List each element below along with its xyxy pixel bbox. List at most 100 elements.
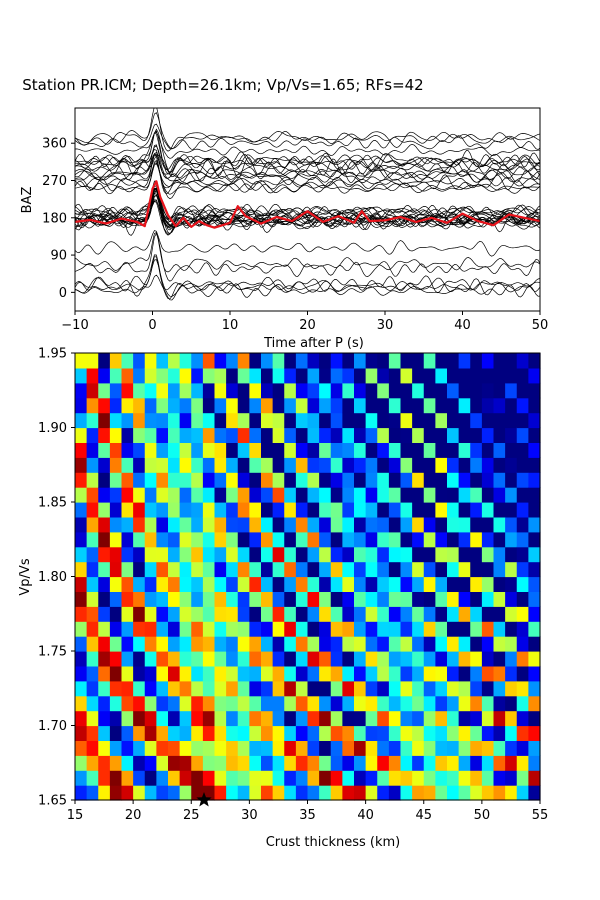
- hk-cell: [191, 457, 204, 473]
- hk-cell: [98, 576, 111, 592]
- hk-cell: [75, 725, 88, 741]
- hk-cell: [249, 516, 262, 533]
- hk-cell: [214, 502, 227, 518]
- hk-cell: [144, 442, 157, 458]
- hk-cell: [109, 561, 123, 578]
- hk-cell: [481, 502, 495, 518]
- hk-cell: [307, 680, 320, 697]
- hk-cell: [400, 457, 413, 473]
- hk-cell: [121, 457, 134, 473]
- hk-cell: [109, 785, 123, 801]
- hk-cell: [423, 785, 436, 801]
- hk-cell: [505, 695, 518, 712]
- hk-cell: [144, 680, 157, 697]
- hk-cell: [365, 710, 378, 727]
- hk-cell: [109, 472, 123, 488]
- hk-cell: [191, 412, 204, 429]
- hk-x-axis: 15 20 25 30 35 40 45 50 55: [67, 800, 548, 823]
- hk-cell: [75, 621, 88, 637]
- hk-cell: [75, 442, 88, 458]
- hk-cell: [284, 502, 297, 518]
- hk-cell: [144, 516, 157, 533]
- hk-cell: [261, 785, 274, 801]
- hk-cell: [272, 546, 285, 563]
- hk-cell: [528, 695, 541, 712]
- hk-cell: [330, 457, 343, 473]
- hk-cell: [505, 770, 518, 786]
- hk-cell: [423, 531, 436, 548]
- hk-cell: [423, 516, 436, 533]
- hk-cell: [319, 502, 332, 518]
- hk-cell: [330, 651, 343, 667]
- hk-cell: [481, 651, 495, 667]
- hk-cell: [354, 367, 367, 384]
- hk-cell: [423, 710, 436, 727]
- hk-cell: [423, 546, 436, 563]
- hk-cell: [528, 487, 541, 503]
- hk-cell: [295, 502, 309, 518]
- hk-cell: [388, 755, 402, 771]
- hk-cell: [133, 651, 146, 667]
- hk-cell: [447, 651, 460, 667]
- hk-cell: [168, 710, 181, 727]
- hk-cell: [435, 665, 448, 682]
- hk-cell: [307, 636, 320, 652]
- hk-cell: [516, 561, 529, 578]
- hk-cell: [400, 606, 413, 622]
- hk-cell: [121, 680, 134, 697]
- hk-cell: [249, 397, 262, 414]
- hk-cell: [458, 472, 471, 488]
- rf-y-tick: 180: [42, 211, 75, 226]
- hk-cell: [470, 725, 483, 741]
- hk-cell: [86, 606, 99, 622]
- hk-cell: [179, 457, 192, 473]
- hk-cell: [319, 665, 332, 682]
- rf-x-tick-label: 30: [377, 318, 394, 333]
- hk-cell: [365, 770, 378, 786]
- hk-cell: [156, 755, 169, 771]
- hk-cell: [295, 785, 309, 801]
- hk-cell: [156, 472, 169, 488]
- hk-cell: [168, 665, 181, 682]
- hk-cell: [342, 516, 355, 533]
- hk-cell: [377, 457, 390, 473]
- hk-cell: [330, 561, 343, 578]
- rf-y-tick-label: 90: [50, 249, 67, 264]
- hk-cell: [528, 353, 541, 369]
- hk-cell: [98, 680, 111, 697]
- hk-cell: [226, 412, 239, 429]
- hk-cell: [505, 725, 518, 741]
- hk-cell: [86, 353, 99, 369]
- hk-cell: [307, 472, 320, 488]
- hk-x-tick: 50: [474, 800, 490, 823]
- hk-cell: [342, 770, 355, 786]
- hk-cell: [121, 755, 134, 771]
- hk-cell: [354, 606, 367, 622]
- hk-cell: [412, 755, 425, 771]
- hk-cell: [377, 472, 390, 488]
- hk-cell: [133, 353, 146, 369]
- hk-cell: [121, 725, 134, 741]
- hk-cell: [377, 427, 390, 443]
- hk-cell: [365, 397, 378, 414]
- hk-cell: [493, 516, 506, 533]
- hk-cell: [365, 665, 378, 682]
- hk-cell: [237, 397, 250, 414]
- hk-cell: [249, 770, 262, 786]
- hk-cell: [447, 531, 460, 548]
- hk-cell: [528, 680, 541, 697]
- hk-cell: [168, 576, 181, 592]
- hk-cell: [435, 725, 448, 741]
- hk-cell: [237, 725, 250, 741]
- hk-cell: [481, 442, 495, 458]
- hk-cell: [249, 755, 262, 771]
- hk-cell: [505, 636, 518, 652]
- hk-cell: [121, 770, 134, 786]
- hk-cell: [330, 725, 343, 741]
- hk-cell: [295, 770, 309, 786]
- hk-cell: [423, 770, 436, 786]
- hk-cell: [261, 531, 274, 548]
- hk-cell: [470, 472, 483, 488]
- hk-cell: [412, 576, 425, 592]
- hk-cell: [191, 680, 204, 697]
